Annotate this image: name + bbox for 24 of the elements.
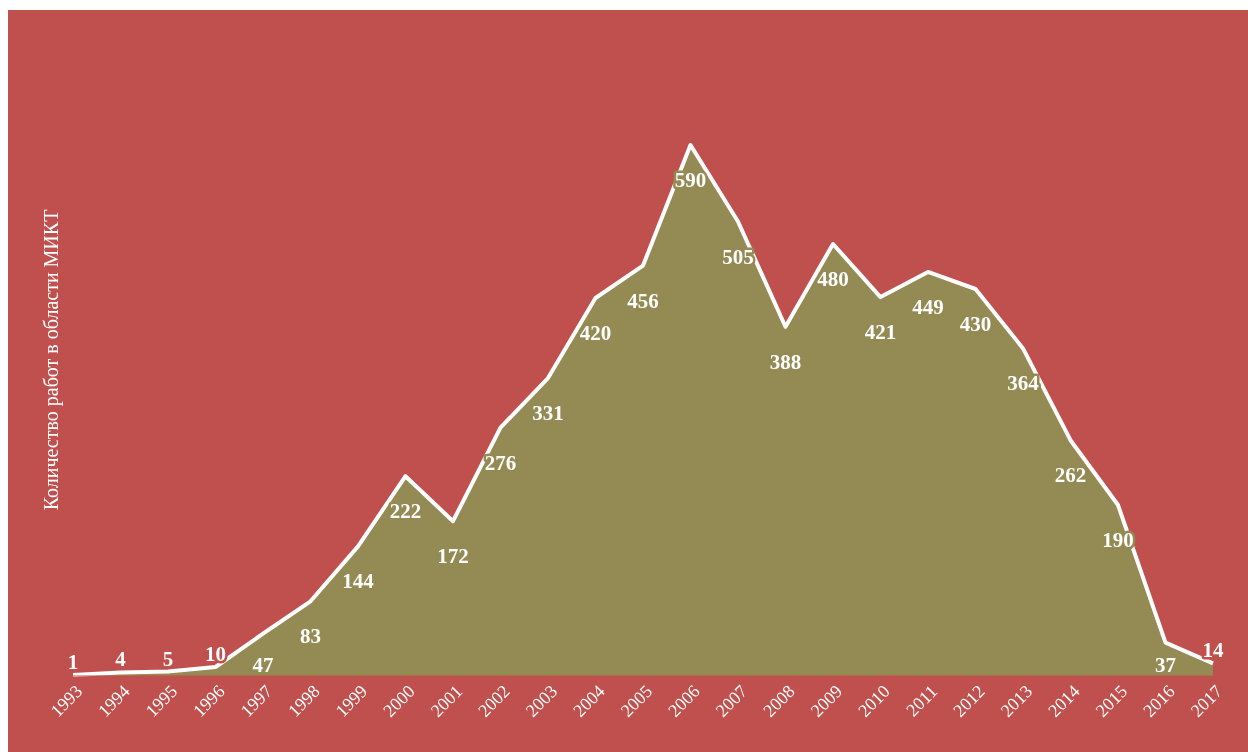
data-label: 4 xyxy=(115,647,127,672)
data-label: 37 xyxy=(1155,653,1176,677)
data-label: 420 xyxy=(579,321,612,345)
y-axis-title: Количество работ в области МИКТ xyxy=(40,209,63,511)
data-label: 364 xyxy=(1007,371,1040,396)
data-label: 1 xyxy=(67,650,79,675)
data-label: 47 xyxy=(252,653,274,677)
data-label: 456 xyxy=(627,288,659,313)
data-label: 222 xyxy=(389,499,422,524)
data-label: 83 xyxy=(300,624,321,649)
data-label: 421 xyxy=(864,320,897,345)
data-label: 505 xyxy=(722,244,754,269)
data-label: 449 xyxy=(912,294,944,319)
data-label: 388 xyxy=(769,349,802,374)
data-label: 14 xyxy=(1202,638,1224,663)
data-label: 262 xyxy=(1054,463,1087,488)
data-label: 5 xyxy=(162,646,174,671)
data-label: 144 xyxy=(342,569,375,594)
data-label: 276 xyxy=(484,450,517,475)
data-label: 10 xyxy=(205,642,226,666)
data-label: 331 xyxy=(532,401,564,426)
data-label: 430 xyxy=(959,312,992,336)
data-label: 172 xyxy=(437,544,469,569)
data-label: 480 xyxy=(817,267,849,291)
